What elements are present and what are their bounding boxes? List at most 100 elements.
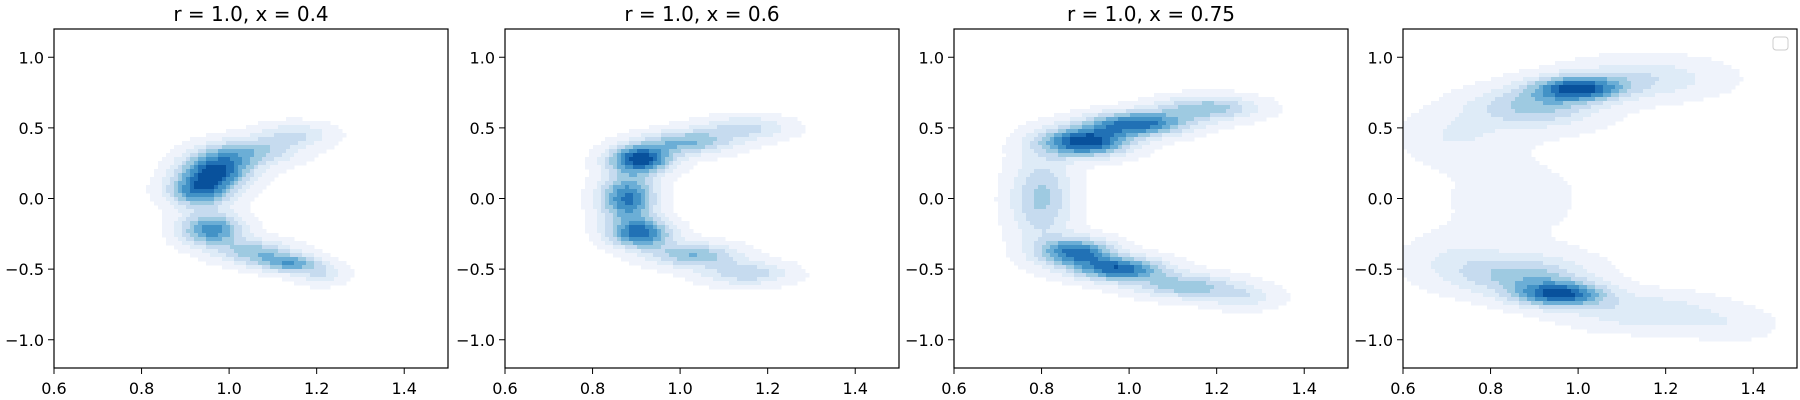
- density-cell: [1274, 285, 1279, 290]
- density-cell: [1038, 233, 1043, 238]
- density-cell: [1150, 105, 1155, 110]
- density-cell: [1002, 161, 1007, 166]
- density-cell: [1010, 181, 1015, 186]
- density-cell: [805, 273, 810, 278]
- density-cell: [1014, 205, 1019, 210]
- density-cell: [186, 241, 191, 246]
- density-cell: [210, 245, 215, 250]
- density-cell: [1631, 73, 1636, 78]
- density-cell: [1723, 69, 1728, 74]
- density-cell: [338, 269, 343, 274]
- density-cell: [1102, 129, 1107, 134]
- density-cell: [1182, 281, 1187, 286]
- density-cell: [597, 165, 602, 170]
- density-cell: [589, 165, 594, 170]
- density-cell: [262, 241, 267, 246]
- density-cell: [162, 225, 167, 230]
- density-cell: [1166, 121, 1171, 126]
- density-cell: [1210, 89, 1215, 94]
- density-cell: [641, 261, 646, 266]
- density-cell: [1006, 137, 1011, 142]
- density-cell: [1190, 265, 1195, 270]
- density-cell: [673, 253, 678, 258]
- density-cell: [697, 233, 702, 238]
- density-cell: [1230, 113, 1235, 118]
- density-cell: [1230, 285, 1235, 290]
- density-cell: [1050, 201, 1055, 206]
- density-cell: [1154, 125, 1159, 130]
- density-cell: [158, 189, 163, 194]
- density-cell: [777, 133, 782, 138]
- density-cell: [1170, 129, 1175, 134]
- density-cell: [1182, 97, 1187, 102]
- density-cell: [1226, 109, 1231, 114]
- density-cell: [994, 197, 999, 202]
- density-cell: [250, 153, 255, 158]
- density-cell: [198, 221, 203, 226]
- density-cell: [613, 169, 618, 174]
- density-cell: [1166, 281, 1171, 286]
- density-cell: [1074, 205, 1079, 210]
- x-tick-label: 0.6: [492, 379, 517, 398]
- density-cell: [1262, 293, 1267, 298]
- density-cell: [1254, 289, 1259, 294]
- density-cell: [701, 117, 706, 122]
- density-cell: [1575, 77, 1580, 82]
- density-cell: [178, 217, 183, 222]
- density-cell: [1182, 121, 1187, 126]
- density-cell: [1082, 173, 1087, 178]
- density-cell: [266, 137, 271, 142]
- density-cell: [222, 213, 227, 218]
- density-cell: [1114, 269, 1119, 274]
- density-cell: [182, 229, 187, 234]
- density-cell: [793, 261, 798, 266]
- density-cell: [1046, 277, 1051, 282]
- density-cell: [1130, 145, 1135, 150]
- density-cell: [1226, 277, 1231, 282]
- density-cell: [226, 237, 231, 242]
- density-cell: [1274, 113, 1279, 118]
- density-cell: [1118, 105, 1123, 110]
- density-cell: [246, 177, 251, 182]
- density-cell: [222, 217, 227, 222]
- density-cell: [298, 137, 303, 142]
- density-cell: [1142, 265, 1147, 270]
- density-cell: [653, 213, 658, 218]
- density-cell: [250, 261, 255, 266]
- density-cell: [1591, 77, 1596, 82]
- density-cell: [1210, 289, 1215, 294]
- density-cell: [777, 265, 782, 270]
- density-cell: [266, 141, 271, 146]
- density-cell: [1206, 301, 1211, 306]
- density-cell: [198, 181, 203, 186]
- density-cell: [1671, 77, 1676, 82]
- density-cell: [1202, 105, 1207, 110]
- density-cell: [741, 261, 746, 266]
- density-cell: [1154, 101, 1159, 106]
- density-cell: [1082, 209, 1087, 214]
- density-cell: [1058, 273, 1063, 278]
- density-cell: [1094, 241, 1099, 246]
- density-cell: [729, 129, 734, 134]
- density-cell: [1022, 153, 1027, 158]
- density-cell: [721, 153, 726, 158]
- density-cell: [1206, 305, 1211, 310]
- density-cell: [1126, 153, 1131, 158]
- density-cell: [589, 205, 594, 210]
- density-cell: [1635, 65, 1640, 70]
- density-cell: [1114, 233, 1119, 238]
- y-tick-label: 0.5: [19, 119, 44, 138]
- density-cell: [286, 261, 291, 266]
- density-cell: [1098, 253, 1103, 258]
- density-cell: [222, 229, 227, 234]
- density-cell: [1018, 149, 1023, 154]
- density-cell: [198, 161, 203, 166]
- density-cell: [717, 285, 722, 290]
- density-cell: [1070, 137, 1075, 142]
- density-cell: [709, 237, 714, 242]
- density-cell: [1034, 241, 1039, 246]
- density-cell: [1126, 241, 1131, 246]
- density-cell: [198, 153, 203, 158]
- density-cell: [1074, 261, 1079, 266]
- density-cell: [661, 145, 666, 150]
